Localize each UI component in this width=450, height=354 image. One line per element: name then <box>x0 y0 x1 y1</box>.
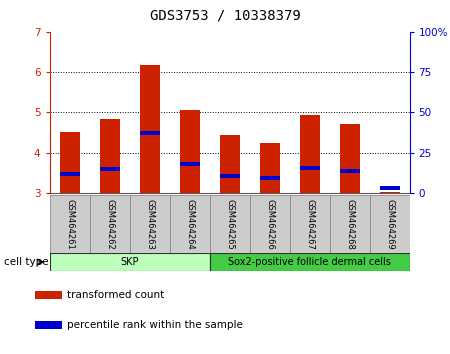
Text: GSM464261: GSM464261 <box>65 199 74 250</box>
Bar <box>379 186 400 190</box>
Bar <box>300 166 319 170</box>
Bar <box>90 195 130 253</box>
Bar <box>329 195 369 253</box>
Text: GSM464266: GSM464266 <box>265 199 274 250</box>
Text: Sox2-positive follicle dermal cells: Sox2-positive follicle dermal cells <box>228 257 391 267</box>
Bar <box>140 65 159 193</box>
Bar <box>180 161 199 166</box>
Text: GSM464269: GSM464269 <box>385 199 394 250</box>
Bar <box>170 195 210 253</box>
Bar <box>260 143 279 193</box>
Bar <box>50 195 90 253</box>
Text: transformed count: transformed count <box>67 290 164 300</box>
Bar <box>379 192 400 193</box>
Bar <box>35 291 62 299</box>
Bar <box>130 195 170 253</box>
Bar <box>249 195 289 253</box>
Text: GSM464267: GSM464267 <box>305 199 314 250</box>
Bar <box>140 131 159 135</box>
Bar <box>220 135 239 193</box>
Bar <box>300 115 319 193</box>
Bar <box>289 195 329 253</box>
Bar <box>339 169 360 173</box>
Bar <box>99 167 120 171</box>
Text: GSM464262: GSM464262 <box>105 199 114 250</box>
Bar <box>180 110 199 193</box>
Bar <box>260 176 279 180</box>
Bar <box>99 119 120 193</box>
Text: GDS3753 / 10338379: GDS3753 / 10338379 <box>149 9 301 23</box>
Bar <box>369 195 410 253</box>
Bar <box>59 132 80 193</box>
Text: cell type: cell type <box>4 257 49 267</box>
Text: percentile rank within the sample: percentile rank within the sample <box>67 320 243 330</box>
Text: GSM464263: GSM464263 <box>145 199 154 250</box>
Bar <box>220 174 239 178</box>
Bar <box>339 124 360 193</box>
Bar <box>210 195 249 253</box>
Text: GSM464264: GSM464264 <box>185 199 194 250</box>
Bar <box>210 253 410 271</box>
Text: SKP: SKP <box>120 257 139 267</box>
Bar <box>50 253 210 271</box>
Text: GSM464265: GSM464265 <box>225 199 234 250</box>
Bar <box>59 172 80 176</box>
Bar <box>35 321 62 329</box>
Text: GSM464268: GSM464268 <box>345 199 354 250</box>
